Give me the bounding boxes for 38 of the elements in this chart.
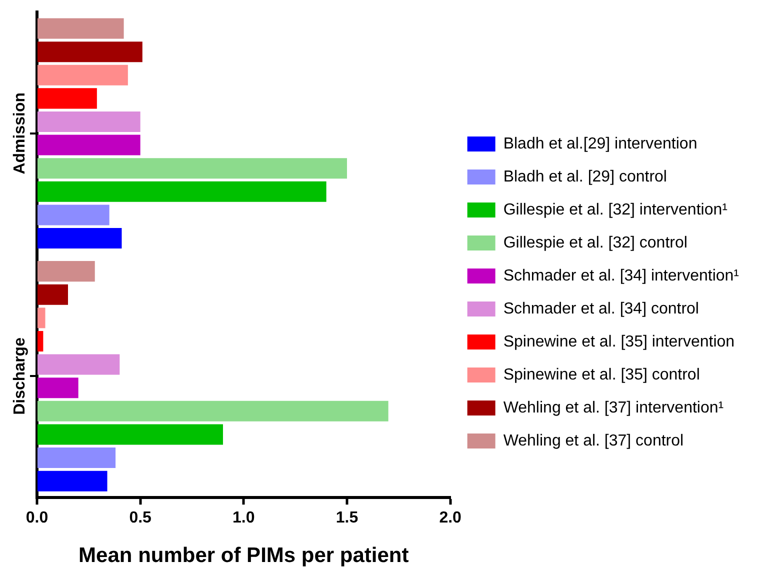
- x-tick-label: 1.5: [336, 510, 358, 527]
- x-tick-label: 1.0: [232, 510, 255, 527]
- bar: [38, 111, 140, 132]
- bar: [38, 378, 78, 398]
- x-tick-label: 0.5: [129, 510, 152, 527]
- legend-label: Wehling et al. [37] control: [503, 432, 684, 450]
- bar: [38, 228, 122, 249]
- legend-label: Bladh et al.[29] intervention: [503, 135, 698, 152]
- bar: [38, 400, 388, 422]
- bar: [38, 88, 97, 109]
- y-tick-label: Admission: [11, 92, 28, 174]
- bar: [38, 134, 140, 156]
- bar: [38, 470, 108, 492]
- legend-label: Spinewine et al. [35] intervention: [503, 333, 735, 350]
- x-axis-title: Mean number of PIMs per patient: [78, 544, 409, 568]
- bar: [38, 424, 223, 445]
- legend-label: Bladh et al. [29] control: [503, 168, 667, 186]
- legend-label: Wehling et al. [37] intervention¹: [503, 399, 724, 416]
- bar: [38, 42, 142, 62]
- legend-label: Schmader et al. [34] control: [503, 300, 699, 318]
- y-tick-label: Discharge: [11, 337, 28, 415]
- x-tick-label: 0.0: [26, 510, 48, 527]
- bar: [38, 261, 95, 282]
- legend-label: Spinewine et al. [35] control: [503, 366, 700, 384]
- bar: [38, 158, 347, 179]
- bar: [38, 330, 44, 352]
- bar: [38, 64, 128, 86]
- legend-label: Gillespie et al. [32] control: [503, 234, 688, 252]
- bar: [38, 284, 68, 305]
- bar: [38, 204, 110, 226]
- bar: [38, 181, 326, 202]
- bar: [38, 448, 116, 468]
- legend-label: Gillespie et al. [32] intervention¹: [503, 201, 728, 218]
- bar: [38, 18, 124, 39]
- bar: [38, 354, 120, 375]
- legend-label: Schmader et al. [34] intervention¹: [503, 267, 740, 284]
- bar: [38, 308, 46, 328]
- x-tick-label: 2.0: [439, 510, 462, 527]
